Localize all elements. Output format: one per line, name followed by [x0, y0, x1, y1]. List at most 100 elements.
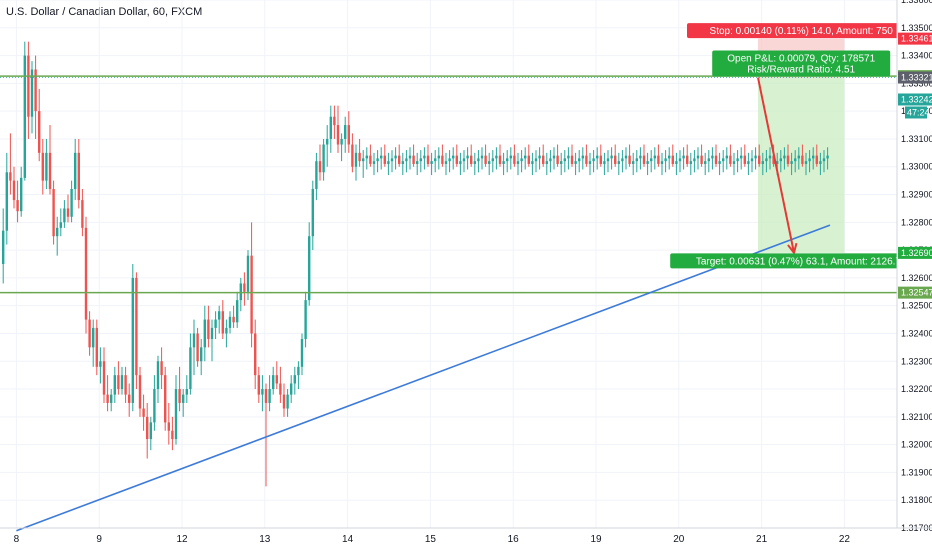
y-tick-label: 1.32000	[901, 440, 932, 450]
candle-body	[372, 161, 376, 164]
candle-body	[603, 161, 606, 164]
candle-body	[34, 69, 37, 112]
projection-arrow-head	[787, 242, 798, 256]
target-label-text: Target: 0.00631 (0.47%) 63.1, Amount: 21…	[696, 256, 907, 267]
candle-body	[668, 155, 671, 159]
candle-body	[570, 155, 574, 164]
candle-body	[567, 155, 570, 159]
candle-body	[444, 161, 448, 164]
candle-body	[74, 152, 77, 189]
candle-body	[578, 158, 581, 162]
target-label-box	[670, 253, 932, 269]
y-tick-label: 1.32100	[901, 412, 932, 422]
candle-body	[250, 255, 253, 334]
candle-body	[254, 333, 257, 376]
candle-body	[700, 155, 703, 164]
candle-body	[819, 161, 822, 164]
candle-body	[300, 339, 304, 367]
candle-body	[221, 311, 224, 334]
candle-body	[434, 158, 437, 162]
candle-body	[740, 155, 743, 159]
candle-body	[63, 208, 66, 223]
candle-body	[711, 155, 714, 159]
candle-body	[293, 375, 296, 384]
candle-body	[747, 161, 750, 164]
price-tag	[898, 246, 932, 259]
candle-body	[628, 155, 631, 164]
candle-body	[786, 155, 790, 164]
candle-body	[290, 383, 293, 395]
candle-body	[2, 230, 5, 264]
candle-body	[768, 155, 772, 159]
candle-body	[675, 161, 678, 164]
stop-label-text: Stop: 0.00140 (0.11%) 14.0, Amount: 750	[710, 26, 894, 37]
candle-body	[311, 188, 314, 237]
candle-body	[761, 161, 764, 164]
candle-body	[286, 394, 289, 409]
candle-body	[160, 361, 163, 376]
y-tick-label: 1.32300	[901, 356, 932, 366]
candle-body	[329, 116, 332, 139]
price-tag	[898, 32, 932, 45]
candle-body	[743, 155, 746, 164]
candle-body	[455, 155, 458, 164]
candle-body	[182, 394, 185, 403]
x-tick-label: 14	[342, 534, 354, 545]
candle-body	[639, 155, 642, 159]
candle-body	[27, 55, 30, 117]
candle-body	[614, 155, 617, 164]
candle-body	[779, 158, 782, 162]
candle-body	[189, 347, 192, 390]
candle-body	[333, 116, 336, 126]
candle-body	[264, 389, 268, 403]
candle-body	[423, 155, 426, 159]
countdown-tag	[905, 106, 927, 119]
candle-body	[452, 155, 455, 159]
candle-body	[99, 361, 102, 367]
candle-body	[171, 430, 174, 440]
y-tick-label: 1.32500	[901, 301, 932, 311]
candle-body	[794, 158, 797, 162]
trendline[interactable]	[16, 224, 831, 532]
candle-body	[689, 161, 692, 164]
pnl-label-text: Risk/Reward Ratio: 4.51	[747, 65, 855, 76]
candle-body	[336, 125, 340, 145]
candle-body	[696, 155, 700, 159]
candle-body	[138, 375, 142, 409]
candle-body	[466, 155, 469, 159]
price-tag	[898, 286, 932, 299]
candle-body	[398, 155, 401, 164]
candle-body	[441, 155, 444, 164]
candle-body	[239, 283, 242, 301]
candle-body	[520, 158, 523, 162]
price-tag-label: 1.33461	[901, 34, 932, 44]
candle-body	[77, 152, 80, 201]
candle-body	[362, 158, 365, 162]
candle-body	[635, 158, 638, 162]
candle-body	[531, 161, 534, 164]
candle-body	[527, 155, 530, 164]
projection-arrow[interactable]	[757, 77, 795, 254]
candle-body	[340, 138, 343, 145]
target-zone	[758, 77, 845, 253]
candle-body	[16, 200, 19, 212]
candle-body	[243, 283, 246, 292]
stop-label-box	[687, 23, 916, 39]
candle-body	[714, 155, 718, 164]
candle-body	[351, 144, 354, 167]
x-tick-label: 9	[96, 534, 102, 545]
candle-body	[279, 383, 282, 395]
candle-body	[574, 161, 577, 164]
candle-body	[808, 158, 811, 162]
candle-body	[95, 327, 98, 367]
candle-body	[59, 222, 62, 228]
price-tag-label: 1.32547	[901, 288, 932, 298]
countdown-label: 47:24	[907, 107, 930, 117]
candle-body	[624, 155, 628, 159]
x-tick-label: 22	[839, 534, 851, 545]
candle-body	[459, 161, 462, 164]
price-tag-label: 1.32690	[901, 248, 932, 258]
candle-body	[646, 161, 649, 164]
candle-body	[128, 394, 131, 403]
